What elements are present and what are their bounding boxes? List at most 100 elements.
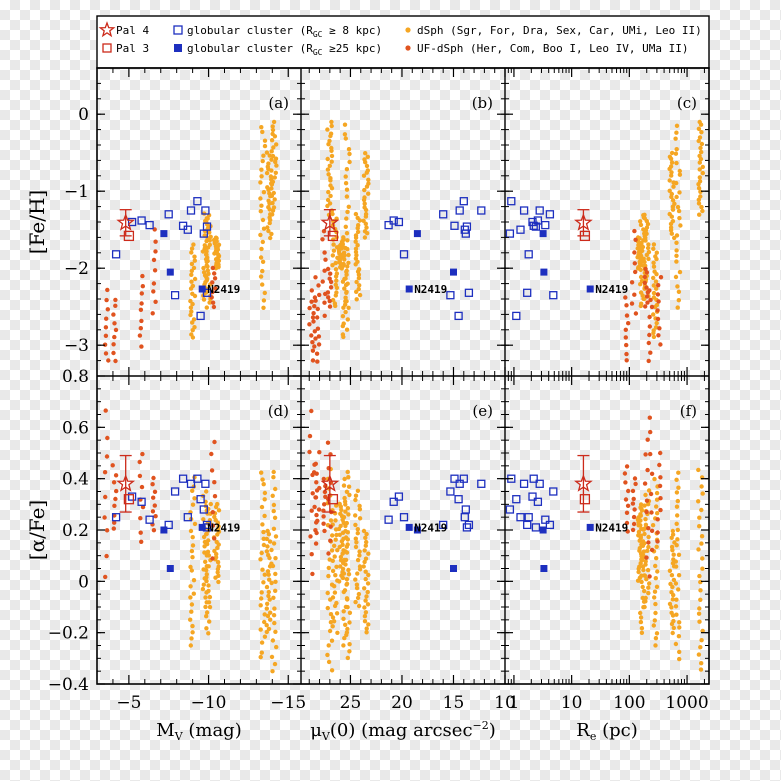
dsph-point bbox=[205, 264, 210, 269]
ufd-point bbox=[212, 271, 217, 276]
panel-d-marks: N2419 bbox=[102, 408, 279, 674]
gc-outer-point bbox=[541, 515, 550, 524]
dsph-point bbox=[345, 317, 350, 322]
dsph-point bbox=[356, 591, 362, 597]
dsph-point bbox=[354, 297, 359, 302]
ufd-point bbox=[138, 530, 143, 535]
ufd-point bbox=[313, 275, 318, 280]
dsph-point bbox=[670, 548, 675, 553]
dsph-point bbox=[191, 578, 197, 583]
dsph-point bbox=[675, 204, 681, 210]
dsph-point bbox=[330, 624, 335, 629]
dsph-point bbox=[269, 547, 274, 553]
dsph-point bbox=[207, 594, 213, 600]
dsph-point bbox=[667, 568, 673, 573]
dsph-point bbox=[353, 246, 359, 251]
dsph-point bbox=[696, 467, 701, 473]
gc-outer-point bbox=[450, 474, 459, 483]
dsph-point bbox=[676, 634, 682, 639]
dsph-point bbox=[205, 216, 210, 221]
dsph-point bbox=[698, 667, 704, 672]
dsph-point bbox=[674, 130, 679, 135]
dsph-point bbox=[673, 604, 679, 609]
ufd-point bbox=[317, 485, 322, 491]
legend-entry: Pal 3 bbox=[102, 42, 149, 55]
dsph-point bbox=[646, 590, 651, 596]
ufd-point bbox=[139, 291, 144, 296]
ufd-point bbox=[625, 503, 631, 508]
dsph-point bbox=[698, 645, 703, 650]
dsph-point bbox=[651, 260, 656, 265]
dsph-point bbox=[343, 181, 349, 186]
dsph-point bbox=[675, 305, 680, 310]
ufd-point bbox=[322, 489, 328, 495]
gc-outer-point bbox=[446, 291, 455, 300]
dsph-point bbox=[273, 556, 278, 561]
dsph-point bbox=[674, 240, 679, 245]
x-axis-label: MV (mag) bbox=[156, 720, 241, 743]
dsph-point bbox=[673, 274, 679, 280]
dsph-point bbox=[343, 557, 349, 563]
ufd-point bbox=[322, 268, 327, 273]
dsph-point bbox=[190, 630, 195, 635]
dsph-point bbox=[268, 610, 273, 615]
gc-outer-point bbox=[127, 217, 137, 227]
dsph-point bbox=[653, 610, 658, 616]
dsph-point bbox=[258, 255, 264, 260]
dsph-point bbox=[345, 506, 351, 511]
gc-outer-point bbox=[541, 220, 550, 230]
dsph-point bbox=[347, 642, 352, 647]
ufd-point bbox=[314, 480, 319, 485]
dsph-point bbox=[267, 539, 273, 544]
dsph-point bbox=[638, 610, 643, 616]
dsph-point bbox=[269, 149, 274, 154]
gc-outer-point bbox=[531, 222, 541, 231]
pal4-star bbox=[116, 212, 136, 231]
ufd-point bbox=[139, 539, 144, 544]
dsph-point bbox=[355, 215, 360, 221]
dsph-point bbox=[344, 596, 350, 601]
dsph-point bbox=[212, 514, 217, 520]
dsph-point bbox=[204, 568, 209, 573]
gc-outer-point bbox=[529, 474, 538, 483]
ufd-point bbox=[313, 541, 319, 546]
dsph-point bbox=[340, 332, 346, 337]
dsph-point bbox=[362, 229, 368, 234]
dsph-point bbox=[190, 283, 196, 289]
gc-outer-point bbox=[464, 288, 474, 297]
ufd-point bbox=[623, 327, 628, 332]
dsph-point bbox=[651, 283, 656, 288]
dsph-point bbox=[638, 222, 644, 228]
dsph-point bbox=[266, 589, 271, 595]
dsph-point bbox=[638, 290, 644, 295]
dsph-point bbox=[268, 235, 273, 241]
dsph-point bbox=[205, 541, 210, 547]
ufd-point bbox=[317, 292, 322, 298]
gc-far-point bbox=[539, 526, 547, 534]
ufd-point bbox=[642, 481, 648, 486]
dsph-point bbox=[671, 577, 677, 583]
dsph-point bbox=[678, 223, 683, 228]
dsph-point bbox=[259, 174, 264, 179]
dsph-point bbox=[191, 242, 196, 247]
dsph-point bbox=[669, 170, 674, 175]
dsph-point bbox=[651, 623, 656, 628]
ufd-point bbox=[648, 429, 653, 435]
dsph-point bbox=[343, 224, 348, 229]
dsph-point bbox=[208, 234, 213, 239]
legend-label: Pal 3 bbox=[116, 42, 149, 55]
dsph-point bbox=[259, 550, 264, 556]
gc-outer-point bbox=[193, 197, 202, 206]
dsph-point bbox=[259, 125, 264, 130]
dsph-point bbox=[272, 661, 278, 667]
dsph-point bbox=[654, 286, 659, 291]
ufd-point bbox=[321, 521, 326, 526]
ufd-point bbox=[153, 249, 158, 254]
dsph-point bbox=[645, 245, 651, 251]
dsph-point bbox=[340, 542, 345, 547]
dsph-point bbox=[330, 253, 335, 258]
gc-far-point bbox=[540, 565, 548, 572]
ufd-point bbox=[314, 520, 319, 525]
dsph-point bbox=[271, 469, 276, 475]
dsph-point bbox=[270, 638, 276, 643]
